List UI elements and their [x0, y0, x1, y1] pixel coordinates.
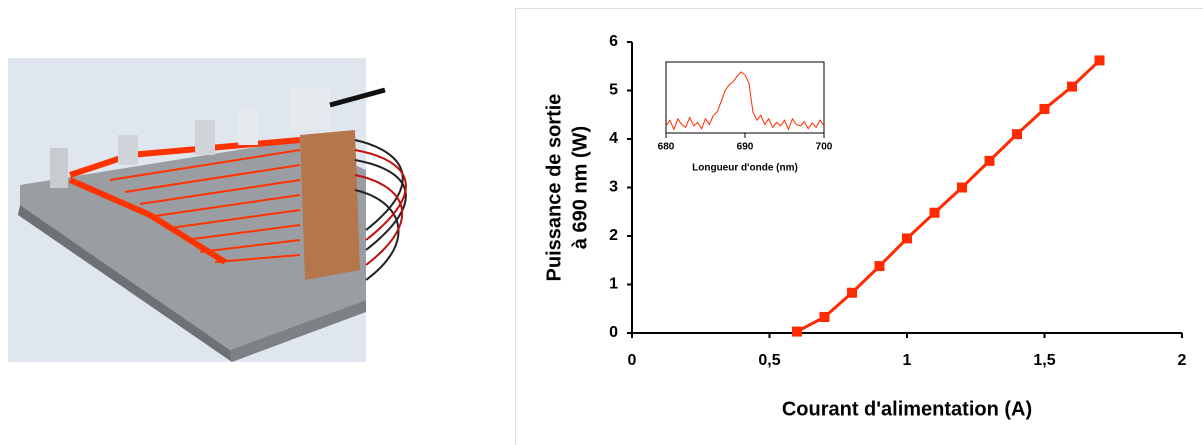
data-line: [796, 59, 1101, 333]
x-tick-label: 2: [1178, 352, 1187, 369]
y-tick-label: 2: [609, 227, 618, 244]
inset-frame: [665, 61, 825, 134]
x-tick-label: 690: [737, 142, 754, 153]
y-tick-label: 1: [609, 276, 618, 293]
x-tick-label: 0,5: [758, 352, 780, 369]
x-tick-label: 680: [658, 142, 675, 153]
chart-panel: [515, 8, 1203, 445]
y-tick-label: 3: [609, 179, 618, 196]
data-marker: [902, 233, 912, 244]
y-tick-label: 6: [609, 33, 618, 50]
y-tick-label: 5: [609, 82, 618, 99]
chart: 0 0,5 1 1,5 2 0 1 2 3 4 5 6 Courant d'alimentation (…: [543, 33, 1186, 420]
x-axis-title: Courant d'alimentation (A): [782, 398, 1032, 420]
photo: [8, 58, 407, 362]
data-marker: [1012, 129, 1022, 140]
data-marker: [957, 182, 967, 193]
y-tick-label: 0: [609, 324, 618, 341]
data-marker: [847, 287, 857, 298]
data-marker: [929, 207, 940, 218]
data-marker: [874, 261, 885, 272]
x-tick-label: 1: [903, 352, 912, 369]
x-tick-label: 1,5: [1033, 352, 1055, 369]
y-tick-label: 4: [609, 130, 618, 147]
data-marker: [819, 311, 830, 322]
data-marker: [1067, 81, 1077, 92]
x-tick-label: 700: [816, 142, 833, 153]
y-axis-title: Puissance de sortie: [543, 94, 565, 282]
y-axis-title: à 690 nm (W): [569, 126, 591, 249]
data-marker: [984, 155, 995, 166]
data-marker: [1039, 103, 1050, 114]
x-axis-title: Longueur d'onde (nm): [692, 163, 798, 174]
x-tick-label: 0: [628, 352, 637, 369]
data-marker: [792, 326, 802, 337]
data-marker: [1094, 55, 1105, 66]
data-line: [665, 71, 825, 131]
